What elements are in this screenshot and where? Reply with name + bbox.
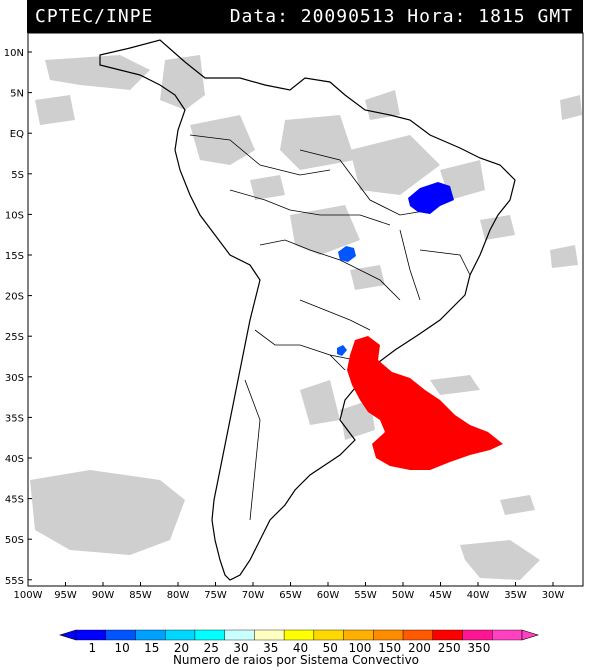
legend-color-bar [58, 629, 540, 641]
lon-label: 50W [392, 590, 415, 601]
source-label: CPTEC/INPE [35, 6, 154, 27]
lat-label: 5S [11, 170, 24, 181]
lat-label: EQ [10, 129, 24, 140]
lat-label: 50S [5, 535, 24, 546]
lon-label: 95W [54, 590, 77, 601]
legend-swatch [313, 629, 344, 641]
legend-swatch [373, 629, 404, 641]
legend-swatch [164, 629, 196, 641]
lat-label: 40S [5, 454, 24, 465]
legend-swatch [432, 629, 463, 641]
lon-label: 55W [354, 590, 377, 601]
legend-swatch [105, 629, 136, 641]
legend-value: 1 [89, 641, 97, 655]
legend-title: Numero de raios por Sistema Convectivo [173, 653, 419, 667]
legend-value: 25 [204, 641, 219, 655]
lat-label: 10S [5, 210, 24, 221]
system-central-brazil [338, 246, 356, 262]
legend-value: 15 [144, 641, 159, 655]
lat-label: 10N [4, 48, 24, 59]
legend-value: 250 [438, 641, 461, 655]
legend-swatch [224, 629, 255, 641]
system-paraguay-border [337, 345, 347, 356]
lat-label: 15S [5, 251, 24, 262]
legend-swatch [343, 629, 374, 641]
legend-left-arrow [58, 629, 77, 641]
legend-swatch [135, 629, 166, 641]
lon-label: 35W [504, 590, 527, 601]
title-bar: CPTEC/INPE Data: 20090513 Hora: 1815 GMT [27, 0, 583, 33]
legend-value-labels: 1 10 15 20 25 30 35 40 50 100 150 200 250 350 [89, 641, 491, 655]
legend-value: 350 [467, 641, 490, 655]
lat-label: 25S [5, 332, 24, 343]
legend-value: 200 [408, 641, 431, 655]
lon-label: 70W [242, 590, 265, 601]
latitude-labels: 10N 5N EQ 5S 10S 15S 20S 25S 30S 35S 40S 45S 50S 55S [4, 48, 32, 587]
legend-swatch [402, 629, 434, 641]
legend-value: 30 [233, 641, 248, 655]
legend-value: 35 [263, 641, 278, 655]
legend-swatch [462, 629, 493, 641]
legend-value: 40 [293, 641, 308, 655]
lon-label: 75W [204, 590, 227, 601]
lon-label: 85W [129, 590, 152, 601]
lon-label: 65W [279, 590, 302, 601]
legend-right-arrow [521, 629, 540, 641]
lat-label: 5N [10, 89, 24, 100]
legend-swatch [75, 629, 106, 641]
lat-label: 55S [5, 576, 24, 587]
lat-label: 35S [5, 413, 24, 424]
lon-label: 60W [317, 590, 340, 601]
lat-label: 30S [5, 373, 24, 384]
lon-label: 30W [542, 590, 565, 601]
lon-label: 80W [167, 590, 190, 601]
lon-label: 90W [92, 590, 115, 601]
legend-swatch [492, 629, 523, 641]
legend-value: 20 [174, 641, 189, 655]
lat-label: 45S [5, 495, 24, 506]
legend-swatch [194, 629, 225, 641]
legend-value: 10 [114, 641, 129, 655]
longitude-labels: 100W 95W 90W 85W 80W 75W 70W 65W 60W 55W 50W 45W 40W… [14, 582, 565, 601]
legend-value: 150 [378, 641, 401, 655]
lon-label: 40W [467, 590, 490, 601]
continent-outline [99, 39, 516, 581]
legend-swatch [283, 629, 315, 641]
system-southern-brazil-uruguay [347, 336, 503, 470]
convective-systems [337, 182, 503, 470]
cloud-cover [30, 55, 582, 580]
lat-label: 20S [5, 292, 24, 303]
legend-swatch [254, 629, 285, 641]
system-northeast-brazil [408, 182, 454, 214]
legend-value: 100 [349, 641, 372, 655]
datetime-label: Data: 20090513 Hora: 1815 GMT [229, 6, 573, 27]
lon-label: 100W [14, 590, 43, 601]
legend-value: 50 [323, 641, 338, 655]
lon-label: 45W [429, 590, 452, 601]
